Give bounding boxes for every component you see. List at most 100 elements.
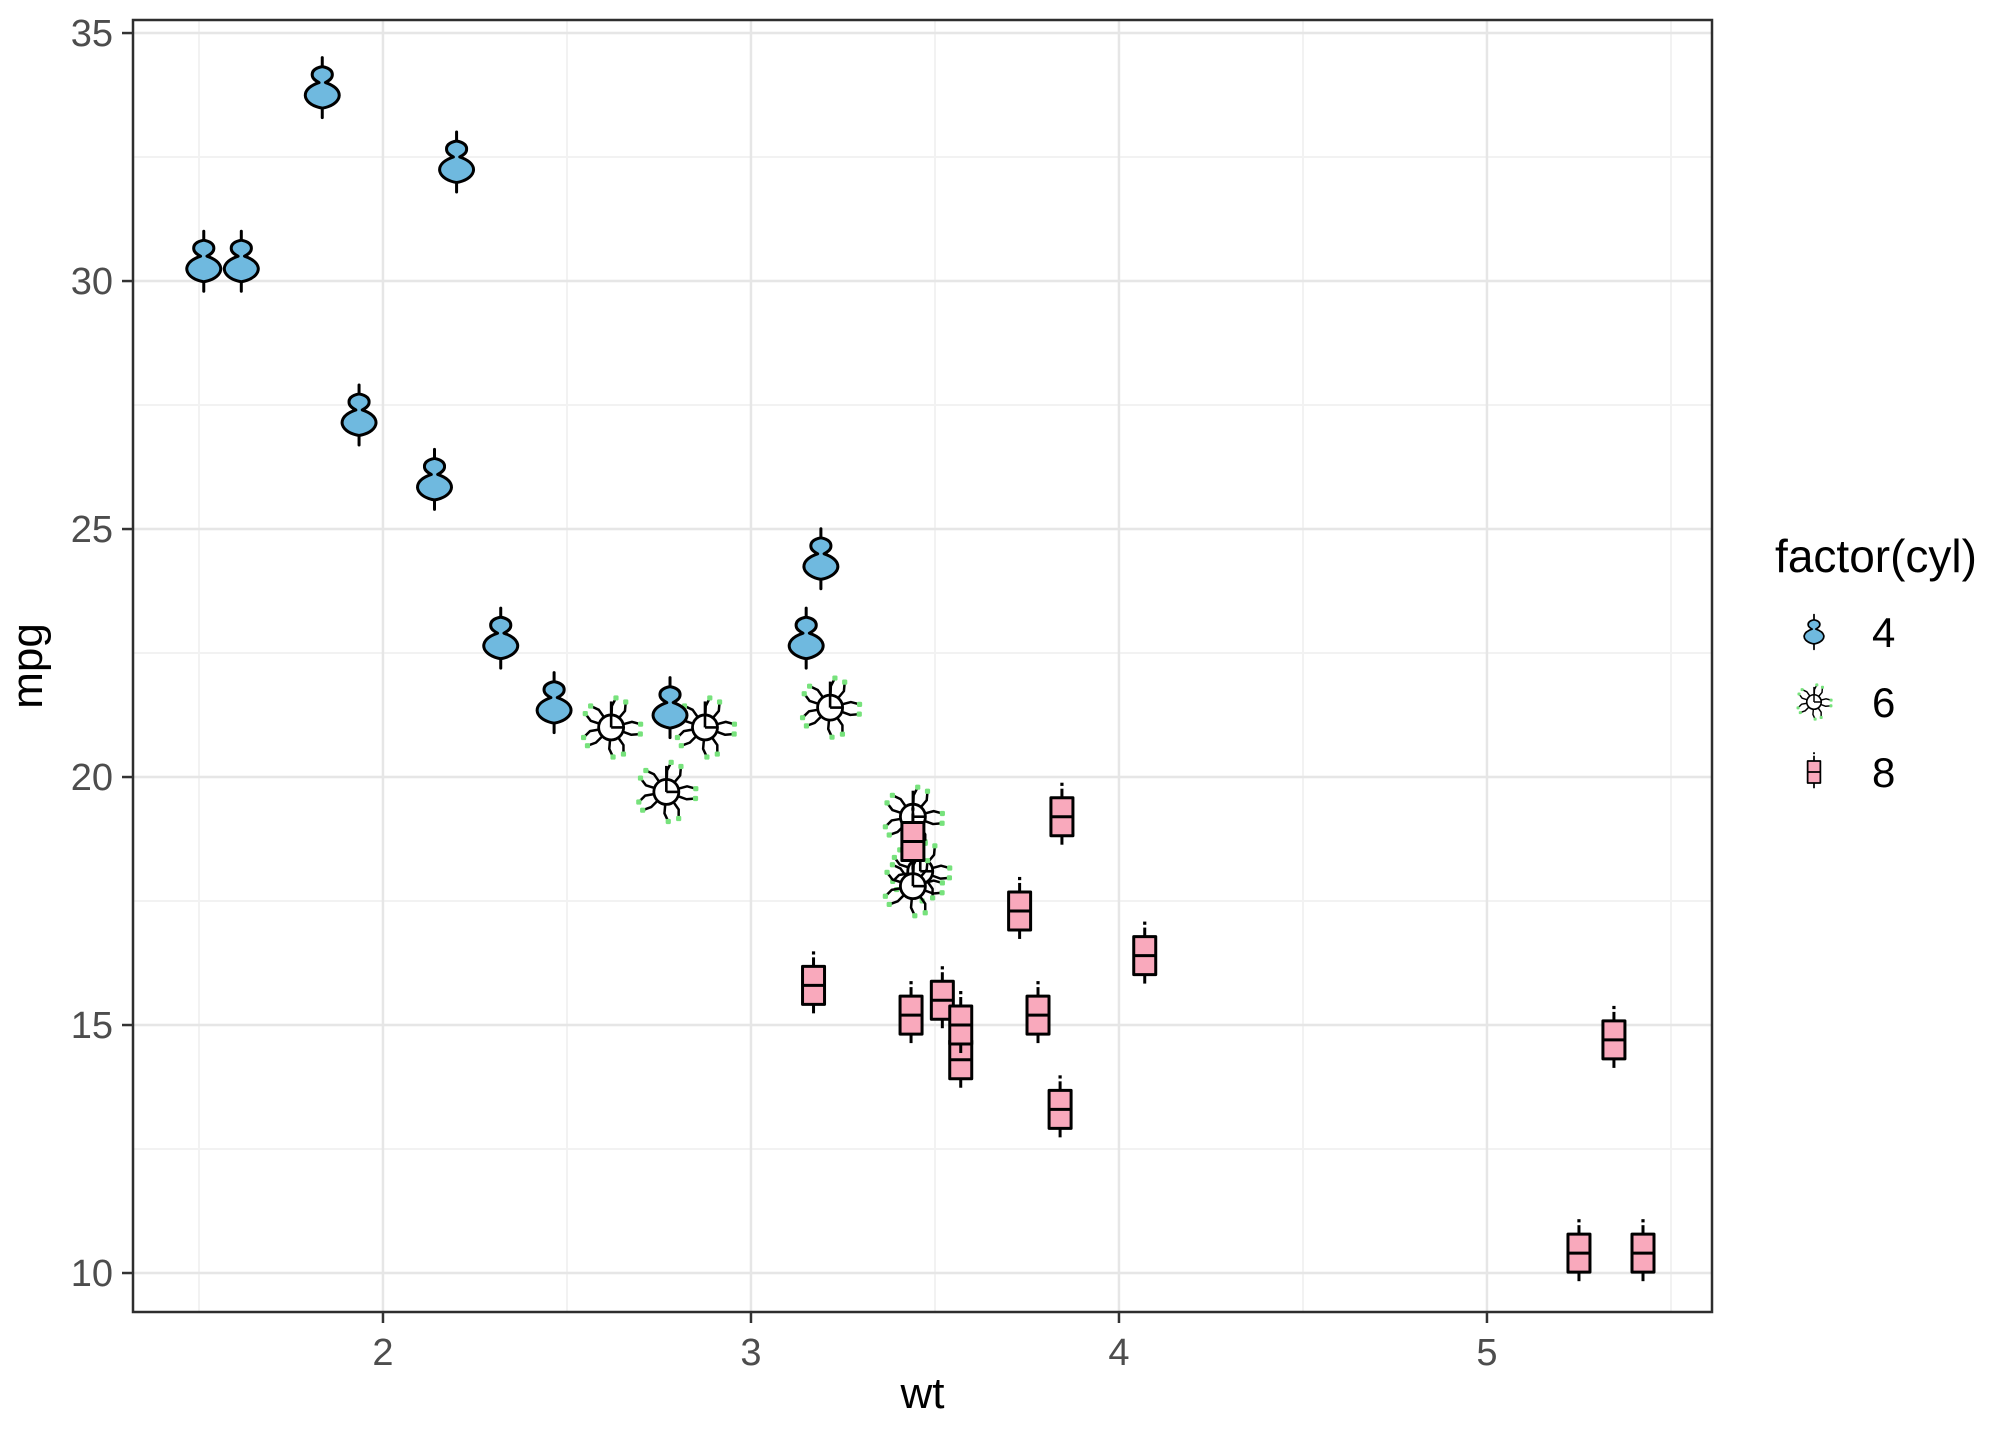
spoke-tip (1829, 698, 1833, 702)
glyph-boxplot-8cyl (1601, 1005, 1627, 1068)
spoke-tip (636, 799, 642, 805)
spoke-tip (676, 815, 682, 822)
spoke-tip (886, 832, 892, 838)
spoke-tip (665, 818, 671, 825)
panel-border (131, 18, 1714, 1314)
glyph-boxplot-8cyl (1025, 981, 1051, 1044)
spoke-tip (939, 890, 945, 896)
spoke-tip (693, 786, 699, 792)
glyph-boxplot-8cyl (1049, 782, 1075, 845)
spoke-tip (714, 751, 720, 757)
spoke-tip (832, 675, 838, 681)
glyph-violin-4cyl (787, 606, 825, 670)
points-layer (185, 56, 1656, 1282)
spoke-tip (922, 910, 928, 916)
glyph-boxplot-8cyl (1132, 921, 1158, 984)
x-axis-title: wt (900, 1369, 945, 1418)
glyph-sun-6cyl (581, 695, 644, 760)
spoke-tip (623, 699, 629, 705)
spoke-tip (678, 743, 684, 749)
y-axis-tick-label: 15 (71, 1005, 113, 1047)
glyph-sun-6cyl (799, 675, 863, 740)
spoke-tip (946, 875, 953, 881)
spoke-tip (842, 679, 848, 685)
glyph-violin-4cyl (222, 229, 260, 293)
glyph-boxplot-8cyl (900, 807, 926, 870)
legend-title: factor(cyl) (1775, 530, 1977, 582)
spoke-tip (912, 913, 918, 919)
spoke-tip (588, 703, 594, 709)
spoke-tip (1815, 683, 1819, 687)
spoke-tip (620, 751, 627, 757)
spoke-tip (886, 901, 892, 908)
spoke-tip (1800, 688, 1804, 692)
spoke-tip (924, 788, 931, 794)
spoke-tip (731, 731, 737, 737)
spoke-tip (947, 865, 953, 871)
spoke-tip (856, 711, 862, 717)
legend-label-6: 6 (1872, 679, 1895, 726)
spoke-tip (803, 723, 810, 729)
spoke-tip (939, 820, 945, 826)
spoke-tip (1819, 715, 1823, 719)
spoke-tip (643, 767, 649, 774)
glyph-violin-4cyl (482, 606, 520, 670)
spoke-tip (799, 715, 806, 721)
x-axis-tick-label: 3 (740, 1332, 761, 1374)
spoke-tip (882, 893, 888, 899)
glyph-violin-4cyl (303, 56, 341, 120)
glyph-violin-4cyl (651, 676, 689, 740)
spoke-tip (1813, 717, 1817, 721)
spoke-tip (640, 807, 646, 813)
x-axis-tick-label: 4 (1108, 1332, 1129, 1374)
spoke-tip (584, 743, 591, 749)
glyph-boxplot-8cyl (1007, 876, 1033, 939)
spoke-tip (932, 843, 938, 849)
x-axis-tick-label: 2 (372, 1332, 393, 1374)
glyph-sun-6cyl (882, 854, 945, 919)
spoke-tip (637, 721, 644, 727)
spoke-tip (884, 800, 890, 806)
spoke-tip (884, 869, 890, 875)
spoke-tip (581, 734, 587, 741)
glyph-violin-4cyl (1803, 613, 1825, 651)
spoke-tip (882, 824, 888, 830)
glyph-sun-6cyl (674, 695, 738, 760)
y-axis-tick-label: 10 (71, 1253, 113, 1295)
glyph-violin-4cyl (535, 671, 573, 735)
legend-label-8: 8 (1872, 749, 1895, 796)
glyph-sun-6cyl (636, 759, 699, 825)
glyph-boxplot-8cyl (929, 966, 955, 1029)
spoke-tip (582, 710, 588, 717)
spoke-tip (807, 683, 813, 689)
glyph-boxplot-8cyl (898, 981, 924, 1044)
glyph-boxplot-8cyl (948, 991, 974, 1054)
glyph-sun-6cyl (1796, 683, 1833, 721)
spoke-tip (716, 699, 723, 705)
spoke-tip (829, 734, 835, 740)
glyph-violin-4cyl (416, 447, 453, 511)
legend: factor(cyl) 4 6 8 (1775, 530, 1977, 796)
glyph-violin-4cyl (438, 130, 476, 194)
spoke-tip (891, 854, 897, 861)
x-axis-tick-label: 5 (1476, 1332, 1497, 1374)
spoke-tip (707, 695, 713, 701)
spoke-tip (637, 731, 643, 737)
glyph-boxplot-8cyl (1806, 752, 1822, 789)
y-axis-tick-label: 25 (71, 509, 113, 551)
glyph-boxplot-8cyl (1047, 1075, 1073, 1138)
spoke-tip (678, 763, 684, 770)
y-axis-title: mpg (3, 623, 52, 709)
glyph-violin-4cyl (185, 229, 223, 293)
spoke-tip (637, 775, 644, 781)
glyph-violin-4cyl (340, 383, 378, 447)
glyph-boxplot-8cyl (1566, 1219, 1592, 1282)
legend-label-4: 4 (1872, 609, 1895, 656)
spoke-tip (939, 880, 945, 886)
spoke-tip (1797, 692, 1801, 696)
spoke-tip (1798, 711, 1802, 715)
spoke-tip (801, 691, 807, 697)
spoke-tip (668, 759, 674, 766)
spoke-tip (939, 810, 945, 817)
